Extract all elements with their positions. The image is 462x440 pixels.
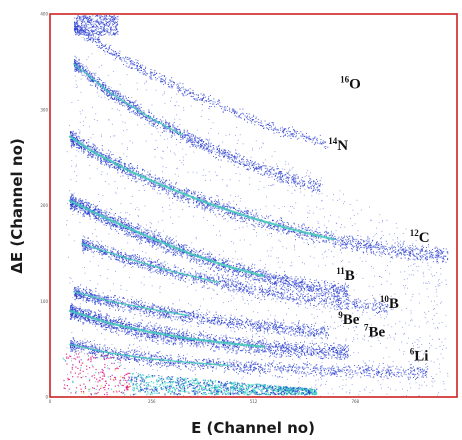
low-energy-cluster xyxy=(62,351,318,396)
tick-labels: 0 256 512 768 0 100 200 300 400 xyxy=(40,12,359,405)
isotope-element-symbol: Be xyxy=(369,325,386,341)
isotope-label-7be: 7Be xyxy=(364,323,386,341)
x-axis-title: E (Channel no) xyxy=(191,419,315,437)
isotope-mass-number: 11 xyxy=(336,266,345,276)
y-tick-label: 0 xyxy=(45,395,48,400)
band-9be xyxy=(73,284,330,340)
y-tick-label: 100 xyxy=(40,299,48,304)
x-tick-label: 512 xyxy=(250,399,258,404)
isotope-element-symbol: Be xyxy=(343,312,360,328)
band-12c xyxy=(68,130,449,264)
band-layer xyxy=(68,22,449,381)
band-11b xyxy=(68,193,349,300)
isotope-element-symbol: N xyxy=(337,138,348,154)
isotope-element-symbol: B xyxy=(345,268,355,284)
isotope-mass-number: 10 xyxy=(380,294,390,304)
band-16o xyxy=(73,22,329,149)
y-tick-label: 300 xyxy=(40,107,48,112)
band-10b xyxy=(81,235,389,314)
isotope-label-14n: 14N xyxy=(328,136,348,154)
isotope-label-6li: 6Li xyxy=(410,347,429,365)
isotope-mass-number: 16 xyxy=(340,75,350,85)
isotope-label-9be: 9Be xyxy=(338,310,360,328)
y-tick-label: 400 xyxy=(40,12,48,17)
isotope-mass-number: 12 xyxy=(410,228,420,238)
plot-frame xyxy=(49,13,458,398)
isotope-mass-number: 9 xyxy=(338,310,343,320)
x-tick-label: 768 xyxy=(351,399,359,404)
band-7be xyxy=(68,303,349,360)
isotope-label-11b: 11B xyxy=(336,266,355,284)
isotope-label-12c: 12C xyxy=(410,228,430,246)
isotope-element-symbol: Li xyxy=(414,349,428,365)
isotope-mass-number: 14 xyxy=(328,136,338,146)
y-axis-title: ΔE (Channel no) xyxy=(8,138,26,273)
isotope-label-16o: 16O xyxy=(340,75,361,93)
isotope-mass-number: 7 xyxy=(364,323,369,333)
y-tick-label: 200 xyxy=(40,203,48,208)
isotope-element-symbol: O xyxy=(349,77,361,93)
x-tick-label: 0 xyxy=(49,399,52,404)
x-tick-label: 256 xyxy=(148,399,156,404)
band-6li xyxy=(69,337,429,381)
isotope-element-symbol: C xyxy=(419,230,430,246)
isotope-label-10b: 10B xyxy=(380,294,399,312)
isotope-element-symbol: B xyxy=(389,296,399,312)
band-14n xyxy=(73,55,321,193)
isotope-mass-number: 6 xyxy=(410,347,415,357)
